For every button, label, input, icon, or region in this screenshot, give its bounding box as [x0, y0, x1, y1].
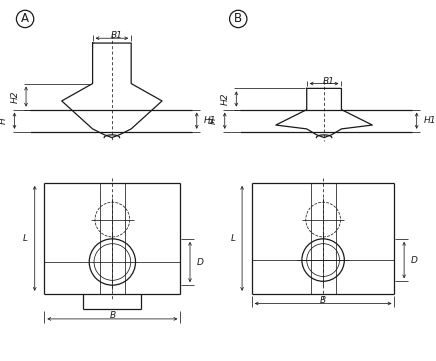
- Text: H1: H1: [423, 116, 436, 125]
- Text: B: B: [234, 12, 242, 25]
- Text: B1: B1: [323, 77, 335, 86]
- Text: B1: B1: [111, 31, 123, 40]
- Text: L: L: [23, 234, 28, 243]
- Text: H1: H1: [204, 116, 216, 125]
- Text: B: B: [109, 311, 116, 320]
- Text: D: D: [411, 256, 418, 265]
- Text: H2: H2: [10, 90, 19, 103]
- Text: H: H: [209, 117, 218, 124]
- Text: A: A: [21, 12, 29, 25]
- Text: H2: H2: [221, 93, 230, 105]
- Text: D: D: [197, 257, 204, 266]
- Text: H: H: [0, 117, 8, 124]
- Text: B: B: [320, 296, 326, 305]
- Text: L: L: [230, 234, 235, 243]
